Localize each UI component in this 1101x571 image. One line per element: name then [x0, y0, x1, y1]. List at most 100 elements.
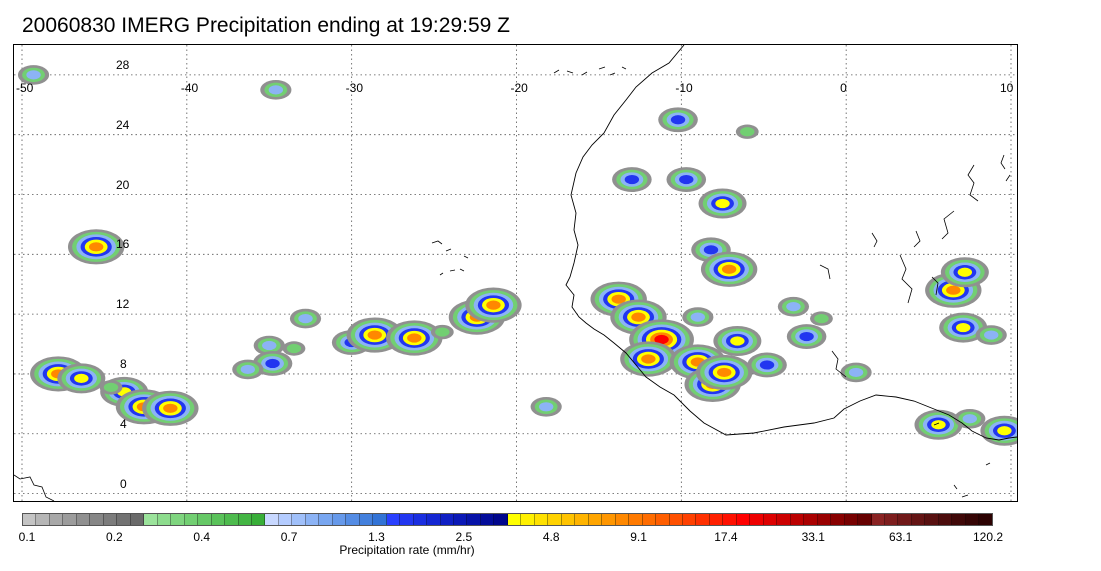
colorbar — [22, 513, 993, 526]
colorbar-swatch — [777, 514, 791, 525]
colorbar-swatch — [494, 514, 508, 525]
colorbar-swatch — [682, 514, 697, 525]
colorbar-swatch — [480, 514, 495, 525]
rain-contour — [407, 333, 422, 343]
precipitation-map: -50 -40 -30 -20 -10 0 10 28 24 20 16 12 8 4 0 — [13, 44, 1018, 502]
rain-contour — [286, 343, 302, 354]
colorbar-label: 0.1 — [18, 530, 36, 544]
rain-cell — [698, 188, 747, 219]
rain-cell — [232, 359, 264, 380]
rain-cell — [777, 296, 810, 317]
colorbar-swatch — [831, 514, 845, 525]
colorbar-swatch — [723, 514, 737, 525]
rain-cell — [67, 229, 125, 265]
lon-tick-label: -10 — [675, 81, 693, 95]
colorbar-swatch — [76, 514, 91, 525]
colorbar-swatch — [144, 514, 158, 525]
rain-contour — [957, 267, 973, 277]
colorbar-swatch — [400, 514, 414, 525]
colorbar-swatch — [373, 514, 387, 525]
colorbar-swatch — [696, 514, 710, 525]
lat-tick-label: 24 — [116, 117, 130, 132]
colorbar-swatch — [332, 514, 347, 525]
map-canvas — [14, 45, 1017, 501]
rain-contour — [654, 334, 669, 345]
colorbar-swatch — [615, 514, 630, 525]
lon-tick-label: -50 — [16, 81, 34, 95]
colorbar-swatch — [629, 514, 643, 525]
mainland-south-america-tip — [14, 474, 55, 501]
rain-cell — [289, 308, 322, 329]
colorbar-label: 63.1 — [888, 530, 913, 544]
rain-cell — [700, 251, 758, 287]
rain-cell — [940, 257, 989, 288]
rain-cell — [386, 320, 443, 356]
colorbar-label: 4.8 — [542, 530, 560, 544]
rain-contour — [690, 312, 706, 322]
colorbar-swatch — [359, 514, 374, 525]
rain-contour — [641, 354, 656, 364]
rain-cell — [282, 341, 306, 356]
colorbar-swatch — [171, 514, 185, 525]
colorbar-swatch — [656, 514, 670, 525]
rain-contour — [265, 358, 280, 369]
rain-contour — [715, 198, 730, 209]
rain-contour — [88, 242, 104, 252]
rain-contour — [730, 336, 745, 346]
rain-cell — [810, 311, 833, 326]
rain-cell — [954, 408, 986, 429]
colorbar-swatch — [225, 514, 239, 525]
rain-contour — [703, 245, 719, 255]
rain-contour — [997, 426, 1012, 436]
rain-contour — [962, 414, 977, 424]
colorbar-swatch — [413, 514, 428, 525]
rain-cell — [980, 415, 1017, 446]
rain-contour — [848, 367, 864, 378]
colorbar-label: 0.4 — [193, 530, 211, 544]
lon-tick-label: 0 — [840, 81, 847, 95]
colorbar-swatch — [454, 514, 468, 525]
colorbar-swatch — [763, 514, 778, 525]
colorbar-swatch — [117, 514, 131, 525]
rain-contour — [74, 373, 89, 384]
rain-contour — [955, 322, 971, 333]
colorbar-swatch — [427, 514, 441, 525]
rain-contour — [814, 314, 829, 324]
graticule — [14, 45, 1017, 501]
rain-contour — [716, 367, 732, 378]
colorbar-swatch — [898, 514, 912, 525]
colorbar-swatch — [265, 514, 279, 525]
colorbar-swatch — [642, 514, 657, 525]
colorbar-swatch — [211, 514, 226, 525]
colorbar-swatch — [319, 514, 333, 525]
rain-contour — [721, 264, 737, 274]
rain-contour — [624, 174, 640, 185]
rain-cell — [465, 287, 522, 323]
coastline — [14, 45, 1017, 501]
colorbar-swatch — [548, 514, 562, 525]
colorbar-swatch — [817, 514, 832, 525]
rain-contour — [268, 85, 284, 95]
colorbar-swatch — [184, 514, 199, 525]
colorbar-swatch — [278, 514, 293, 525]
colorbar-swatch — [925, 514, 939, 525]
lon-tick-label: -20 — [510, 81, 528, 95]
colorbar-swatch — [911, 514, 926, 525]
colorbar-swatch — [103, 514, 118, 525]
rain-contour — [538, 402, 554, 412]
colorbar-swatch — [709, 514, 724, 525]
colorbar-swatch — [588, 514, 603, 525]
rain-contour — [670, 115, 686, 125]
colorbar-swatch — [844, 514, 859, 525]
rain-cell — [735, 124, 759, 139]
colorbar-swatch — [804, 514, 818, 525]
colorbar-swatch — [23, 514, 37, 525]
rain-cell — [530, 397, 562, 417]
cape-verde-islands — [431, 240, 469, 276]
colorbar-swatch — [979, 514, 992, 525]
colorbar-swatch — [534, 514, 549, 525]
rain-cell — [840, 362, 872, 383]
rain-contour — [240, 364, 256, 375]
colorbar-swatch — [36, 514, 50, 525]
rain-contour — [262, 340, 277, 351]
